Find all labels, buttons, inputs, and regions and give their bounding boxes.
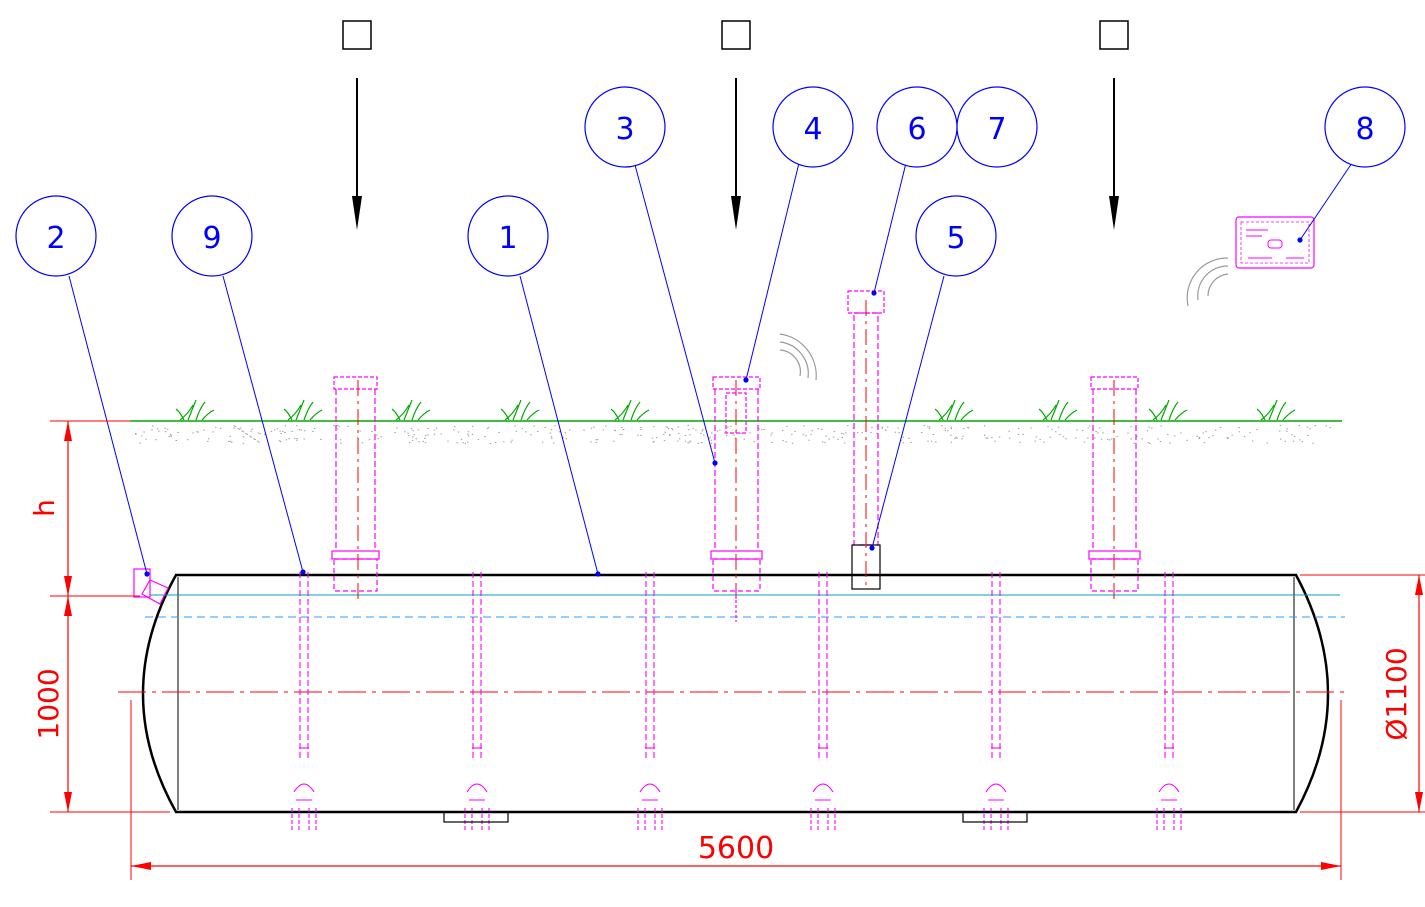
riser-shaft: [710, 376, 763, 600]
leader-2: [68, 275, 148, 575]
leader-9: [222, 275, 304, 573]
leader-5: [871, 275, 945, 549]
callout-label: 9: [202, 221, 221, 256]
arrow-down-icon: [731, 196, 741, 230]
height-dimension: 1000: [32, 668, 65, 739]
callout-label: 2: [46, 221, 65, 256]
callout-label: 7: [987, 112, 1006, 147]
anchor-strap: [637, 572, 663, 832]
riser-shaft: [331, 376, 380, 600]
callout-label: 3: [615, 112, 634, 147]
callout-label: 6: [907, 112, 926, 147]
anchor-strap: [1156, 572, 1182, 832]
callout-label: 1: [498, 221, 517, 256]
anchor-strap: [810, 572, 836, 832]
cover-depth-dimension: h: [28, 499, 61, 517]
section-marker: [342, 20, 372, 230]
riser-shafts: [331, 376, 1141, 600]
anchor-strap: [291, 572, 317, 832]
arrow-down-icon: [352, 196, 362, 230]
callout-balloon: 3: [584, 86, 666, 168]
anchor-strap: [983, 572, 1009, 832]
callout-balloon: 9: [171, 195, 253, 277]
diameter-dimension: Ø1100: [1380, 647, 1413, 740]
riser-shaft: [1088, 376, 1141, 600]
callout-balloon: 6: [876, 86, 958, 168]
callout-balloon: 7: [956, 86, 1038, 168]
arrow-down-icon: [1109, 196, 1119, 230]
callout-label: 5: [946, 221, 965, 256]
leader-lines: [68, 162, 1353, 575]
callout-balloon: 1: [467, 195, 549, 277]
soil-hatch: [135, 425, 1331, 444]
dimensions: h 1000 5600 Ø1100: [28, 420, 1425, 880]
level-sensor-head: [725, 392, 747, 622]
callout-balloons: 2 9 1 3 4 6 7 5: [15, 86, 1406, 277]
leader-6: [873, 162, 907, 294]
anchor-strap: [464, 572, 490, 832]
grass-tuft: [610, 399, 650, 421]
leader-1: [519, 275, 599, 575]
callout-label: 4: [803, 112, 822, 147]
grass-tufts: [175, 399, 1296, 421]
length-dimension: 5600: [698, 831, 774, 866]
grass-tuft: [934, 399, 974, 421]
section-marker: [721, 20, 751, 230]
leader-4: [745, 162, 800, 381]
callout-balloon: 8: [1324, 86, 1406, 168]
tank-body: [141, 573, 1330, 814]
callout-label: 8: [1355, 112, 1374, 147]
leader-3: [634, 164, 716, 464]
grass-tuft: [1038, 399, 1078, 421]
grass-tuft: [391, 399, 431, 421]
vent-pipe: [847, 290, 885, 590]
grass-tuft: [283, 399, 323, 421]
callout-balloon: 5: [915, 195, 997, 277]
tank: [118, 568, 1350, 814]
leader-8: [1299, 162, 1353, 241]
grass-tuft: [175, 399, 215, 421]
section-marker: [1099, 20, 1129, 230]
anchor-straps: [291, 572, 1182, 832]
concrete-block: [962, 811, 1028, 823]
grass-tuft: [1256, 399, 1296, 421]
alarm-unit-icon: [1235, 216, 1315, 269]
leader-dots: [144, 237, 1303, 577]
callout-balloon: 2: [15, 195, 97, 277]
wireless-signal-icon: [1186, 257, 1229, 307]
inlet-pipe: [133, 568, 169, 605]
grass-tuft: [500, 399, 540, 421]
wireless-signal-icon: [779, 333, 817, 381]
section-markers: [342, 20, 1129, 230]
callout-balloon: 4: [772, 86, 854, 168]
concrete-block: [443, 811, 509, 823]
grass-tuft: [1148, 399, 1188, 421]
